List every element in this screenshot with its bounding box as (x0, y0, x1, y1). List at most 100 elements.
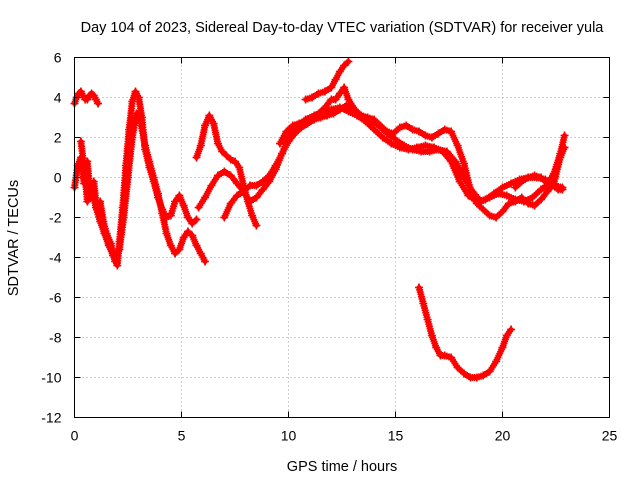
data-point (162, 213, 171, 222)
data-point (218, 147, 227, 156)
data-point (308, 93, 317, 102)
data-point (560, 131, 569, 140)
data-point (511, 197, 520, 206)
data-point (415, 283, 424, 292)
data-point (387, 139, 396, 148)
data-point (209, 119, 218, 128)
data-point (275, 139, 284, 148)
data-point (507, 179, 516, 188)
data-point (239, 187, 248, 196)
x-axis-label: GPS time / hours (287, 459, 397, 475)
series-markers (415, 284, 515, 381)
data-point (205, 111, 214, 120)
data-point (131, 87, 140, 96)
series-arc-10 (415, 283, 516, 382)
data-point (502, 191, 511, 200)
data-point (408, 145, 417, 154)
series-arc-9 (511, 131, 569, 192)
data-point (179, 233, 188, 242)
data-point (517, 193, 526, 202)
y-tick-label: 0 (54, 170, 62, 186)
data-point (282, 127, 291, 136)
data-point (335, 67, 344, 76)
data-point (447, 353, 456, 362)
data-point (331, 95, 340, 104)
y-tick-label: 4 (54, 90, 62, 106)
data-point (344, 95, 353, 104)
data-point (370, 125, 379, 134)
data-point (400, 141, 409, 150)
tick-layer: 0 5 10 15 20 25 -12 -10 -8 -6 -4 -2 0 2 4 6 (41, 50, 617, 444)
data-point (402, 121, 411, 130)
data-point (166, 241, 175, 250)
data-point (113, 261, 122, 270)
data-point (537, 185, 546, 194)
data-point (188, 219, 197, 228)
data-point (192, 215, 201, 224)
data-point (511, 183, 520, 192)
data-point (504, 199, 513, 208)
data-point (134, 93, 143, 102)
data-point (226, 171, 235, 180)
data-point (301, 95, 310, 104)
y-axis-label: SDTVAR / TECUs (6, 180, 22, 296)
data-point (320, 87, 329, 96)
data-point (434, 145, 443, 154)
data-point (517, 177, 526, 186)
data-point (314, 89, 323, 98)
data-point (213, 171, 222, 180)
y-tick-label: -2 (49, 210, 62, 226)
data-point (344, 57, 353, 66)
data-point (391, 135, 400, 144)
series-arc-8 (301, 57, 353, 104)
data-point (524, 199, 533, 208)
data-point (258, 185, 267, 194)
data-point (485, 367, 494, 376)
x-tick-label: 0 (71, 428, 79, 444)
data-point (479, 371, 488, 380)
data-point (220, 213, 229, 222)
data-point (226, 155, 235, 164)
y-tick-label: -6 (49, 290, 62, 306)
data-point (89, 177, 98, 186)
data-point (100, 229, 109, 238)
y-tick-label: -10 (41, 370, 61, 386)
data-point (549, 169, 558, 178)
data-point (459, 369, 468, 378)
data-point (231, 157, 239, 166)
data-point (558, 185, 567, 194)
data-point (340, 61, 349, 70)
data-point (395, 123, 404, 132)
data-point (524, 173, 533, 182)
data-point (442, 147, 451, 156)
data-point (252, 193, 261, 202)
data-point (498, 183, 507, 192)
data-point (171, 249, 180, 258)
data-point (213, 139, 222, 148)
data-point (265, 171, 274, 180)
data-point (427, 331, 436, 340)
data-point (109, 251, 118, 260)
data-point (329, 109, 338, 118)
data-point (252, 181, 261, 190)
data-point (201, 193, 210, 202)
data-point (530, 201, 539, 210)
data-point (83, 197, 92, 206)
data-point (494, 189, 503, 198)
plot-frame (74, 57, 610, 418)
data-point (447, 127, 456, 136)
data-point (271, 161, 280, 170)
data-point (284, 137, 293, 146)
data-point (233, 179, 242, 188)
data-point (498, 207, 507, 216)
data-point (171, 197, 180, 206)
data-point (183, 227, 192, 236)
data-point (141, 145, 150, 154)
data-point (543, 179, 552, 188)
data-point (290, 129, 299, 138)
data-point (87, 183, 96, 192)
data-point (421, 131, 430, 140)
data-point (498, 343, 507, 352)
data-point (196, 141, 205, 150)
data-point (423, 315, 432, 324)
